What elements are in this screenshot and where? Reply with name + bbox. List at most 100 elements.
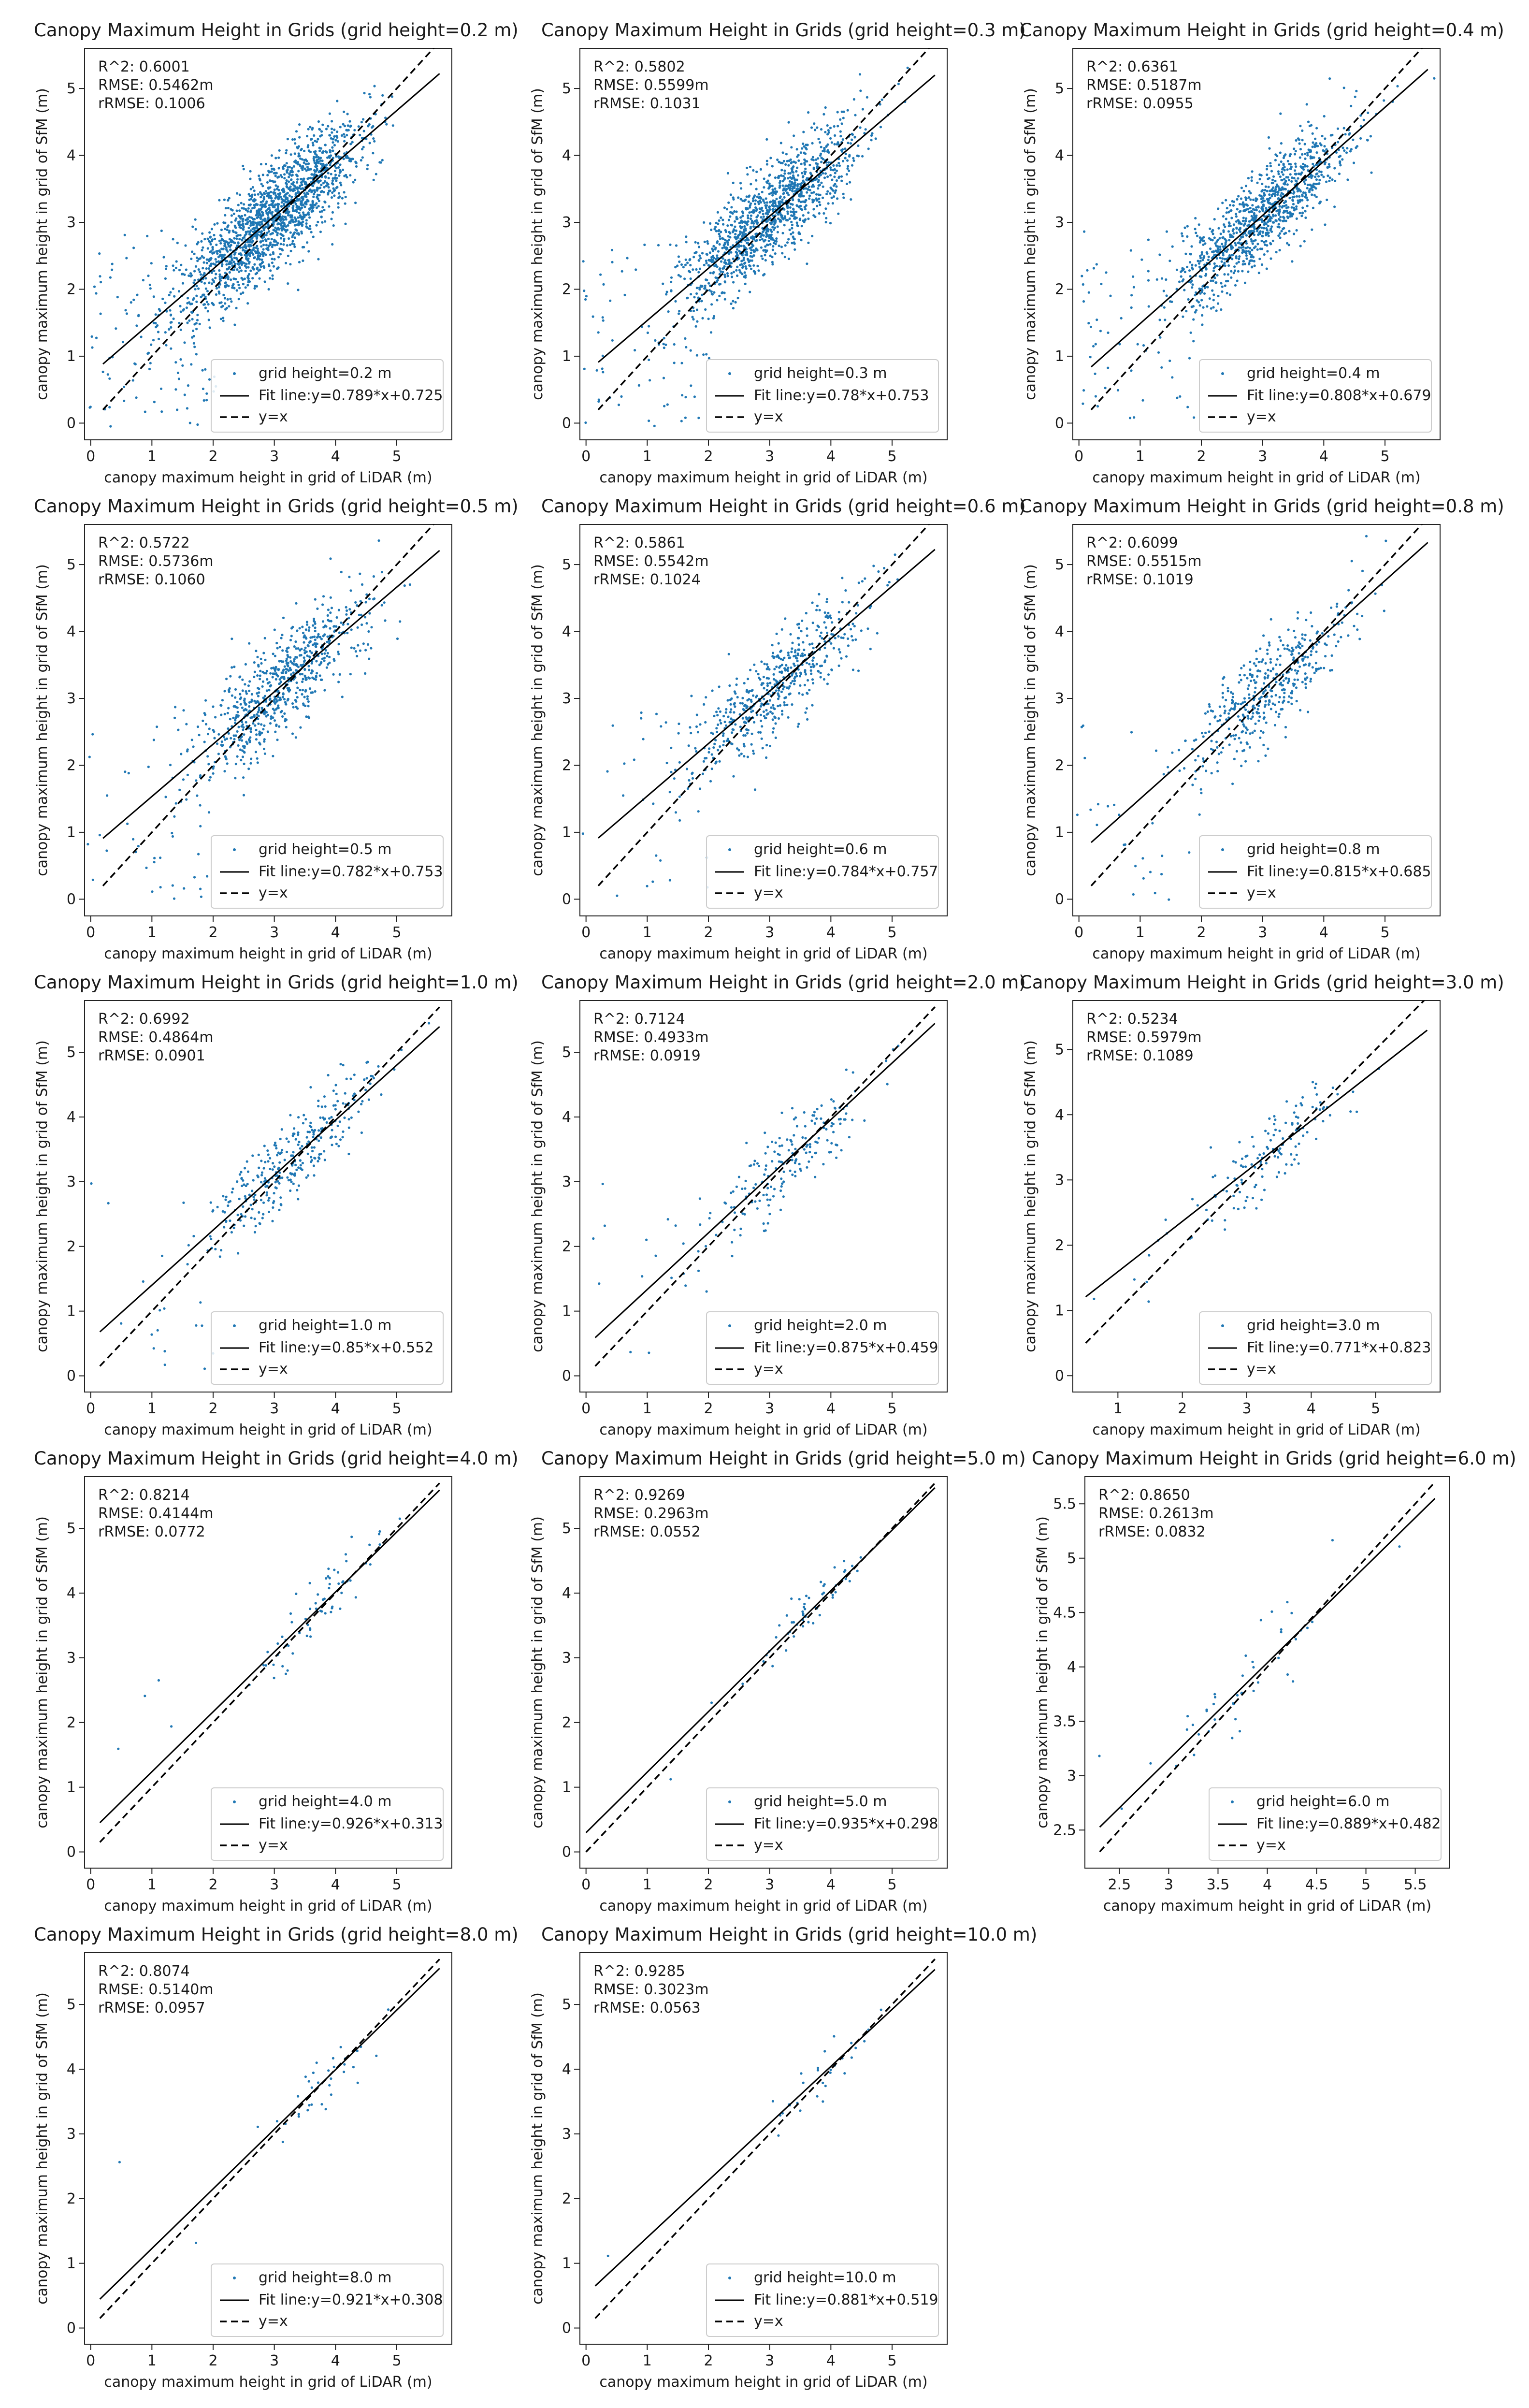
scatter-point bbox=[208, 378, 211, 381]
scatter-point bbox=[271, 277, 274, 280]
fit-line bbox=[598, 74, 936, 363]
scatter-point bbox=[220, 247, 223, 250]
scatter-point bbox=[146, 234, 149, 237]
scatter-point bbox=[1286, 211, 1289, 214]
scatter-point bbox=[1338, 155, 1341, 159]
scatter-point bbox=[771, 204, 774, 207]
scatter-point bbox=[317, 158, 320, 160]
scatter-point bbox=[1231, 200, 1234, 203]
scatter-point bbox=[822, 113, 825, 116]
scatter-point bbox=[225, 248, 228, 251]
scatter-point bbox=[1183, 271, 1186, 274]
scatter-point bbox=[1104, 387, 1107, 390]
scatter-point bbox=[298, 261, 301, 264]
scatter-point bbox=[270, 164, 273, 167]
scatter-point bbox=[255, 738, 258, 741]
scatter-point bbox=[1333, 167, 1336, 170]
scatter-point bbox=[1306, 154, 1309, 157]
scatter-point bbox=[1191, 286, 1194, 289]
scatter-point bbox=[215, 287, 218, 290]
scatter-point bbox=[1272, 189, 1275, 192]
y-tick-label: 2 bbox=[562, 281, 571, 298]
scatter-point bbox=[1339, 160, 1341, 163]
scatter-point bbox=[242, 794, 245, 797]
scatter-point bbox=[717, 230, 720, 232]
scatter-point bbox=[256, 210, 259, 213]
scatter-point bbox=[178, 788, 181, 791]
scatter-point bbox=[595, 369, 598, 372]
scatter-point bbox=[277, 203, 280, 206]
scatter-point bbox=[1274, 214, 1277, 217]
scatter-point bbox=[116, 296, 119, 299]
scatter-point bbox=[788, 184, 791, 187]
scatter-point bbox=[764, 197, 767, 200]
scatter-point bbox=[1284, 200, 1287, 203]
scatter-point bbox=[765, 235, 768, 238]
scatter-point bbox=[301, 689, 304, 692]
scatter-point bbox=[690, 293, 692, 296]
scatter-point bbox=[264, 190, 267, 193]
scatter-point bbox=[246, 284, 249, 287]
scatter-point bbox=[1265, 168, 1269, 171]
scatter-point bbox=[206, 733, 210, 736]
scatter-point bbox=[211, 246, 214, 248]
scatter-point bbox=[250, 693, 254, 696]
scatter-point bbox=[678, 312, 680, 315]
scatter-point bbox=[741, 215, 744, 218]
scatter-point bbox=[1293, 177, 1296, 180]
scatter-point bbox=[319, 157, 322, 160]
x-tick-label: 0 bbox=[86, 448, 95, 465]
scatter-point bbox=[1195, 232, 1197, 234]
scatter-point bbox=[1301, 193, 1304, 196]
scatter-point bbox=[321, 206, 324, 209]
scatter-point bbox=[190, 311, 194, 314]
scatter-point bbox=[279, 219, 282, 222]
scatter-point bbox=[1235, 257, 1238, 260]
scatter-point bbox=[337, 653, 340, 655]
scatter-point bbox=[774, 176, 777, 179]
scatter-point bbox=[296, 161, 300, 164]
scatter-point bbox=[790, 220, 793, 223]
scatter-point bbox=[323, 180, 327, 183]
scatter-point bbox=[285, 667, 288, 671]
scatter-point bbox=[807, 241, 810, 244]
scatter-point bbox=[209, 235, 212, 238]
scatter-point bbox=[1237, 242, 1240, 245]
scatter-point bbox=[98, 252, 101, 255]
scatter-point bbox=[1313, 156, 1315, 159]
scatter-point bbox=[187, 297, 189, 300]
scatter-point bbox=[785, 184, 788, 187]
scatter-point bbox=[1298, 212, 1301, 215]
scatter-point bbox=[1314, 163, 1317, 166]
x-tick-label: 1 bbox=[1136, 448, 1145, 465]
scatter-point bbox=[249, 188, 252, 190]
scatter-point bbox=[1225, 218, 1227, 220]
scatter-point bbox=[1253, 214, 1255, 217]
scatter-point bbox=[760, 232, 763, 235]
scatter-point bbox=[245, 690, 247, 693]
scatter-point bbox=[1202, 306, 1205, 309]
scatter-point bbox=[1288, 155, 1291, 158]
scatter-point bbox=[736, 274, 739, 277]
scatter-point bbox=[1242, 203, 1245, 206]
scatter-point bbox=[1202, 239, 1205, 242]
scatter-point bbox=[808, 189, 811, 191]
scatter-point bbox=[248, 261, 251, 263]
scatter-point bbox=[1248, 232, 1251, 235]
scatter-point bbox=[237, 725, 240, 728]
scatter-point bbox=[194, 218, 197, 221]
scatter-point bbox=[270, 667, 273, 670]
scatter-point bbox=[173, 269, 175, 272]
scatter-point bbox=[719, 283, 722, 286]
scatter-point bbox=[788, 228, 791, 232]
scatter-point bbox=[1158, 319, 1161, 321]
scatter-point bbox=[281, 676, 284, 679]
scatter-point bbox=[174, 706, 177, 709]
scatter-point bbox=[1261, 207, 1264, 210]
scatter-point bbox=[325, 167, 328, 171]
scatter-point bbox=[1199, 255, 1202, 258]
scatter-point bbox=[827, 131, 830, 134]
scatter-point bbox=[859, 89, 862, 92]
scatter-point bbox=[760, 216, 763, 219]
scatter-point bbox=[1226, 292, 1228, 295]
